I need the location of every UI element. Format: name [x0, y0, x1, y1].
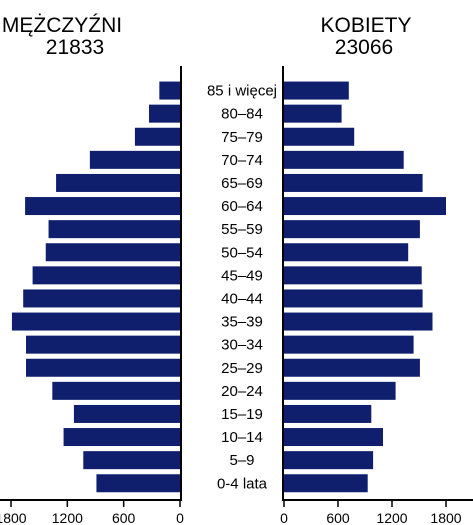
female-bar — [284, 358, 420, 377]
male-bar — [45, 243, 180, 262]
male-bar — [32, 266, 180, 285]
female-bar — [284, 150, 404, 169]
female-bar — [284, 474, 368, 493]
male-bar — [73, 404, 180, 423]
female-bar — [284, 381, 396, 400]
male-bar — [52, 381, 180, 400]
male-bar — [56, 173, 180, 192]
right-panel-total: 23066 — [335, 36, 393, 59]
age-group-label: 10–14 — [221, 429, 263, 446]
right-panel-title: KOBIETY — [320, 14, 411, 37]
age-group-label: 5–9 — [229, 452, 254, 469]
right-tick-label: 1800 — [430, 510, 461, 525]
female-bar — [284, 220, 420, 239]
female-bar — [284, 451, 374, 470]
left-panel-total: 21833 — [46, 36, 104, 59]
male-bars-group — [11, 81, 181, 493]
age-group-label: 70–74 — [221, 152, 263, 169]
female-bar — [284, 289, 423, 308]
male-bar — [26, 358, 181, 377]
female-bar — [284, 127, 355, 146]
left-panel-title: MĘŻCZYŹNI — [2, 14, 122, 37]
female-bar — [284, 173, 423, 192]
axes-group: 1800 1200 600 0 0 600 1200 1800 — [0, 66, 473, 525]
female-bar — [284, 335, 414, 354]
age-group-label: 15–19 — [221, 406, 263, 423]
male-bar — [26, 335, 181, 354]
male-bar — [89, 150, 180, 169]
male-bar — [48, 220, 180, 239]
age-group-label: 35–39 — [221, 314, 263, 331]
age-group-label: 75–79 — [221, 129, 263, 146]
male-bar — [96, 474, 180, 493]
age-group-label: 25–29 — [221, 360, 263, 377]
right-tick-label: 600 — [326, 510, 350, 525]
left-tick-label: 0 — [176, 510, 184, 525]
male-bar — [23, 289, 181, 308]
male-bar — [159, 81, 180, 100]
age-group-label: 80–84 — [221, 106, 263, 123]
female-bar — [284, 197, 446, 216]
age-group-label: 20–24 — [221, 383, 263, 400]
female-bar — [284, 428, 383, 447]
age-group-label: 65–69 — [221, 175, 263, 192]
age-group-label: 45–49 — [221, 267, 263, 284]
age-group-label: 30–34 — [221, 337, 263, 354]
left-tick-label: 1200 — [52, 510, 83, 525]
female-bar — [284, 404, 372, 423]
left-tick-label: 600 — [112, 510, 136, 525]
female-bar — [284, 312, 433, 331]
right-tick-label: 0 — [280, 510, 288, 525]
female-bar — [284, 81, 349, 100]
age-group-label: 40–44 — [221, 290, 263, 307]
age-group-label: 55–59 — [221, 221, 263, 238]
left-tick-label: 1800 — [0, 510, 27, 525]
age-group-label: 85 i więcej — [207, 83, 277, 100]
female-bar — [284, 266, 422, 285]
male-bar — [149, 104, 180, 123]
male-bar — [83, 451, 180, 470]
female-bar — [284, 243, 409, 262]
male-bar — [11, 312, 180, 331]
age-group-labels: 85 i więcej 80–84 75–79 70–74 65–69 60–64 55–5… — [207, 83, 277, 493]
female-bars-group — [284, 81, 446, 493]
age-group-label: 0-4 lata — [217, 475, 268, 492]
male-bar — [63, 428, 181, 447]
right-tick-label: 1200 — [376, 510, 407, 525]
age-group-label: 60–64 — [221, 198, 263, 215]
female-bar — [284, 104, 342, 123]
age-group-label: 50–54 — [221, 244, 263, 261]
male-bar — [25, 197, 181, 216]
male-bar — [134, 127, 180, 146]
